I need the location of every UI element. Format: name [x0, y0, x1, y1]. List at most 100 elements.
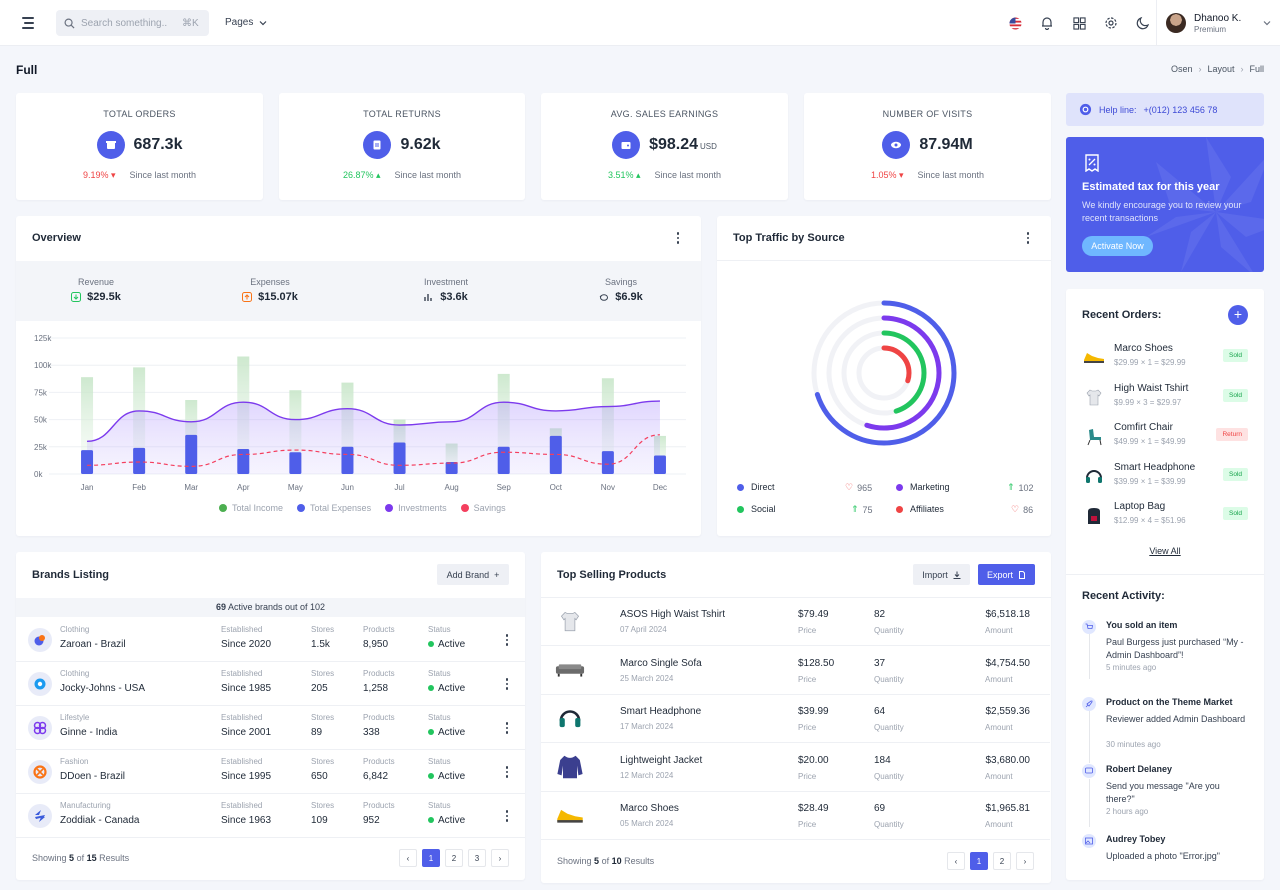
import-button[interactable]: Import [913, 564, 970, 585]
brand-established: Since 1995 [221, 771, 272, 782]
wallet-icon [612, 131, 641, 159]
search-input[interactable] [81, 17, 176, 29]
brand-products: 952 [363, 815, 380, 826]
bar-total-expenses[interactable] [341, 446, 354, 474]
download-icon [953, 571, 961, 579]
gear-icon[interactable] [1102, 14, 1120, 32]
col-label: Stores [311, 757, 335, 766]
radial-bar-direct[interactable] [811, 300, 957, 446]
apps-grid-icon[interactable] [1070, 14, 1088, 32]
stat-card-orders: TOTAL ORDERS 687.3k 9.19% ▾ Since last mo… [16, 93, 263, 200]
page-button[interactable]: 3 [468, 849, 486, 867]
flag-us-icon[interactable] [1006, 14, 1024, 32]
order-item[interactable]: High Waist Tshirt $9.99 × 3 = $29.97 Sold [1082, 381, 1248, 413]
next-page-button[interactable]: › [491, 849, 509, 867]
more-options-icon[interactable] [501, 677, 513, 691]
next-page-button[interactable]: › [1016, 852, 1034, 870]
bar-total-expenses[interactable] [185, 434, 198, 474]
radial-bar-affiliates[interactable] [856, 345, 912, 401]
order-item[interactable]: Marco Shoes $29.99 × 1 = $29.99 Sold [1082, 341, 1248, 373]
search-icon [64, 18, 75, 29]
page-button[interactable]: 2 [445, 849, 463, 867]
add-brand-button[interactable]: Add Brand + [437, 564, 509, 585]
product-amount: $3,680.00 [985, 754, 1031, 766]
col-label: Products [363, 757, 395, 766]
radial-bar-marketing[interactable] [826, 315, 942, 431]
legend-item[interactable]: Investments [385, 503, 447, 513]
more-options-icon[interactable] [501, 809, 513, 823]
radial-bar-social[interactable] [841, 330, 927, 416]
bar-total-expenses[interactable] [81, 450, 94, 474]
bar-total-expenses[interactable] [445, 462, 458, 474]
bar-total-expenses[interactable] [237, 448, 250, 474]
bar-total-expenses[interactable] [289, 452, 302, 474]
search-box[interactable]: ⌘K [56, 10, 209, 36]
bar-total-expenses[interactable] [497, 446, 510, 474]
more-options-icon[interactable] [501, 633, 513, 647]
bar-total-expenses[interactable] [653, 455, 666, 474]
bar-total-expenses[interactable] [549, 435, 562, 474]
order-item[interactable]: Laptop Bag $12.99 × 4 = $51.96 Sold [1082, 499, 1248, 531]
product-row[interactable]: Marco Single Sofa 25 March 2024 $128.50 … [541, 647, 1050, 695]
product-row[interactable]: Smart Headphone 17 March 2024 $39.99 Pri… [541, 695, 1050, 743]
more-options-icon[interactable] [672, 231, 684, 245]
add-order-button[interactable]: + [1228, 305, 1248, 325]
traffic-value: 86 [1023, 504, 1034, 515]
prev-page-button[interactable]: ‹ [947, 852, 965, 870]
brand-row[interactable]: Clothing Jocky-Johns - USA Established Sin… [16, 662, 525, 706]
more-options-icon[interactable] [501, 765, 513, 779]
bar-total-expenses[interactable] [133, 447, 146, 474]
brand-established: Since 2020 [221, 639, 272, 650]
legend-item[interactable]: Total Expenses [297, 503, 371, 513]
product-quantity: 69 [874, 803, 886, 814]
bar-total-expenses[interactable] [393, 442, 406, 474]
brands-summary: 69 Active brands out of 102 [16, 598, 525, 617]
page-button[interactable]: 1 [422, 849, 440, 867]
prev-page-button[interactable]: ‹ [399, 849, 417, 867]
legend-item[interactable]: Savings [460, 503, 506, 513]
stat-value: 9.62k [400, 136, 441, 153]
x-tick-label: Aug [445, 483, 459, 492]
more-options-icon[interactable] [501, 721, 513, 735]
brand-row[interactable]: Manufacturing Zoddiak - Canada Establishe… [16, 794, 525, 838]
product-row[interactable]: Marco Shoes 05 March 2024 $28.49 Price 6… [541, 792, 1050, 840]
activate-now-button[interactable]: Activate Now [1082, 236, 1153, 256]
message-icon [1082, 764, 1096, 778]
bar-total-expenses[interactable] [601, 451, 614, 474]
menu-icon[interactable] [22, 14, 42, 32]
product-row[interactable]: ASOS High Waist Tshirt 07 April 2024 $79… [541, 598, 1050, 646]
breadcrumb-item[interactable]: Layout [1207, 64, 1235, 74]
brands-card: Brands Listing Add Brand + 69 Active bran… [16, 552, 525, 880]
breadcrumb-item[interactable]: Osen [1170, 64, 1193, 74]
activity-item: Product on the Theme Market Reviewer add… [1082, 697, 1252, 757]
sofa-icon [555, 655, 585, 685]
order-item[interactable]: Comfirt Chair $49.99 × 1 = $49.99 Return [1082, 420, 1248, 452]
brand-stores: 650 [311, 771, 328, 782]
tax-card: Estimated tax for this year We kindly en… [1066, 137, 1264, 272]
legend-item[interactable]: Total Income [219, 503, 283, 513]
view-all-link[interactable]: View All [1149, 546, 1181, 556]
user-profile[interactable]: Dhanoo K. Premium [1156, 0, 1280, 46]
more-options-icon[interactable] [1022, 231, 1034, 245]
tshirt-icon [555, 606, 585, 636]
col-label: Quantity [874, 820, 904, 829]
product-price: $79.49 [798, 609, 829, 620]
line-savings[interactable] [87, 434, 660, 467]
stat-note: Since last month [394, 170, 462, 180]
brand-row[interactable]: Lifestyle Ginne - India Established Since … [16, 706, 525, 750]
line-investments[interactable] [87, 400, 660, 443]
col-label: Established [221, 625, 263, 634]
product-row[interactable]: Lightweight Jacket 12 March 2024 $20.00 … [541, 744, 1050, 792]
help-line[interactable]: Help line: +(012) 123 456 78 [1066, 93, 1264, 126]
page-button[interactable]: 1 [970, 852, 988, 870]
brand-row[interactable]: Fashion DDoen - Brazil Established Since 1… [16, 750, 525, 794]
page-button[interactable]: 2 [993, 852, 1011, 870]
order-item[interactable]: Smart Headphone $39.99 × 1 = $39.99 Sold [1082, 460, 1248, 492]
brand-row[interactable]: Clothing Zaroan - Brazil Established Since… [16, 618, 525, 662]
export-button[interactable]: Export [978, 564, 1035, 585]
moon-icon[interactable] [1134, 14, 1152, 32]
breadcrumb: Osen › Layout › Full [1170, 64, 1264, 74]
brand-name: Zoddiak - Canada [60, 815, 140, 826]
pages-dropdown[interactable]: Pages [225, 17, 267, 28]
bell-icon[interactable] [1038, 14, 1056, 32]
